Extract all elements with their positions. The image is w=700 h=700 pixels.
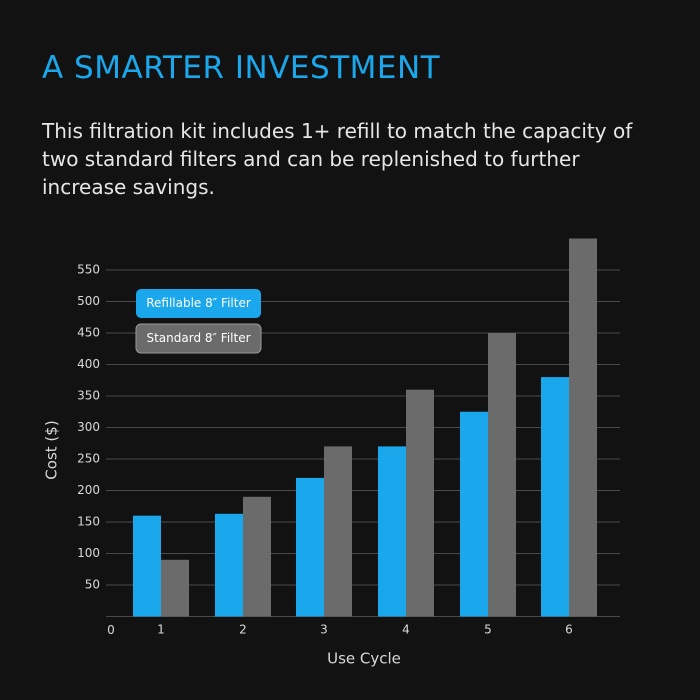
bar [133,515,161,617]
y-tick-label: 50 [85,578,100,592]
y-tick-label: 350 [77,389,100,403]
y-tick-label: 550 [77,263,100,277]
y-tick-label: 300 [77,420,100,434]
x-tick-label: 1 [157,623,165,637]
bar [488,333,516,617]
bar [569,238,597,617]
y-tick-label: 250 [77,452,100,466]
y-tick-label: 100 [77,546,100,560]
x-tick-label: 3 [320,623,328,637]
title: A SMARTER INVESTMENT [42,50,441,86]
y-tick-label: 0 [107,623,115,637]
subtitle: This filtration kit includes 1+ refill t… [42,119,633,199]
bar [541,377,569,617]
bar [243,496,271,617]
legend-swatch [135,323,262,354]
x-tick-label: 2 [239,623,247,637]
bar [460,411,488,617]
legend-label: Refillable 8″ Filter [146,296,251,310]
x-tick-label: 5 [484,623,492,637]
legend-label: Standard 8″ Filter [146,331,250,345]
x-tick-label: 4 [402,623,410,637]
y-axis-label: Cost ($) [43,420,61,479]
y-tick-label: 500 [77,294,100,308]
bar [296,477,324,617]
bar [215,513,243,617]
y-tick-label: 150 [77,515,100,529]
legend-swatch [136,289,261,318]
x-axis-label: Use Cycle [327,650,401,668]
y-tick-label: 200 [77,483,100,497]
bar [406,389,434,617]
y-tick-label: 400 [77,357,100,371]
legend: Refillable 8″ Filter Standard 8″ Filter [135,289,262,354]
x-tick-label: 6 [565,623,573,637]
bar [324,446,352,617]
bar [161,559,189,617]
y-tick-label: 450 [77,326,100,340]
bar [378,446,406,617]
